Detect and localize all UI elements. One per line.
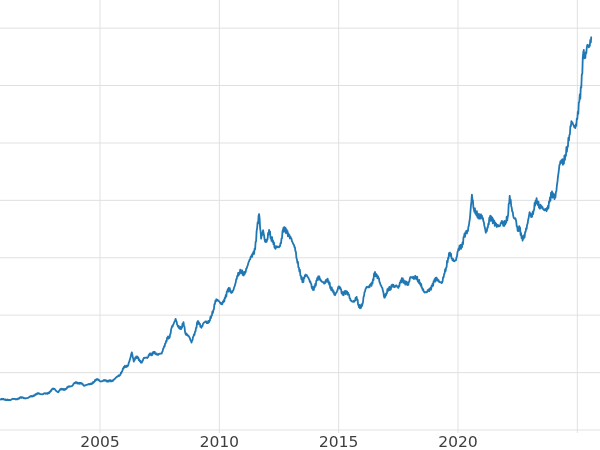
x-tick-label: 2005 <box>80 433 119 450</box>
x-tick-label: 2010 <box>200 433 239 450</box>
x-tick-label: 2015 <box>319 433 358 450</box>
x-tick-label: 2020 <box>438 433 477 450</box>
price-line <box>0 36 593 402</box>
